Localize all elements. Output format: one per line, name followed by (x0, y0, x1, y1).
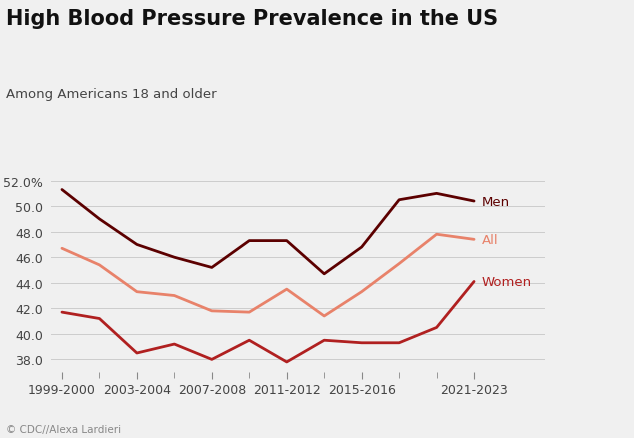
Text: Among Americans 18 and older: Among Americans 18 and older (6, 88, 217, 101)
Text: All: All (482, 233, 498, 246)
Text: © CDC//Alexa Lardieri: © CDC//Alexa Lardieri (6, 424, 122, 434)
Text: High Blood Pressure Prevalence in the US: High Blood Pressure Prevalence in the US (6, 9, 498, 29)
Text: Women: Women (482, 276, 532, 288)
Text: Men: Men (482, 195, 510, 208)
